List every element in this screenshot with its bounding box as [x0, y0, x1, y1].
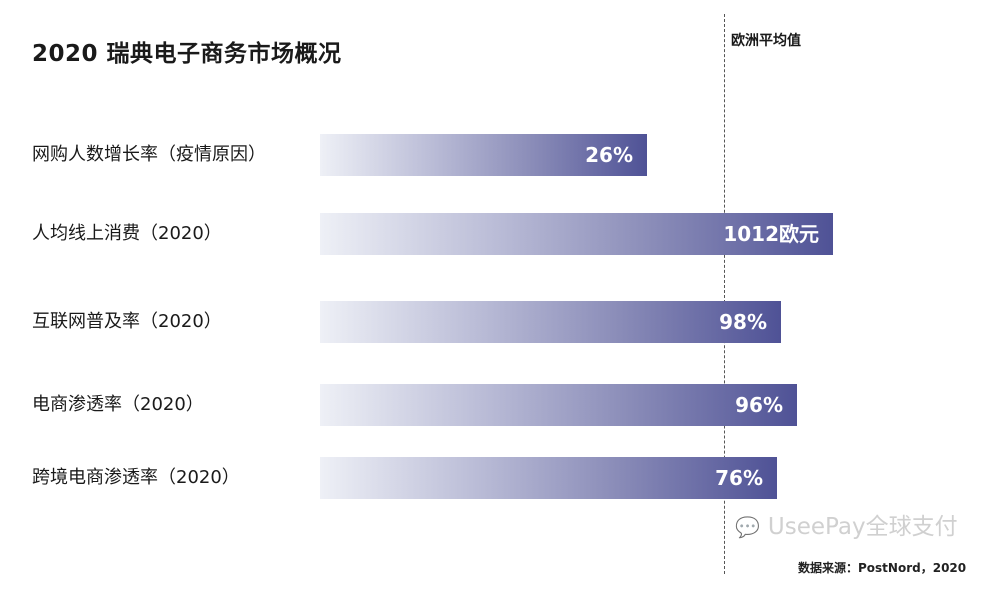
bar-value-label: 96%: [735, 393, 783, 417]
watermark-text: UseePay全球支付: [767, 514, 958, 540]
bar-value-label: 1012欧元: [723, 222, 819, 246]
bar: 76%: [320, 457, 777, 499]
category-label: 跨境电商渗透率（2020）: [32, 467, 240, 488]
bar-value-label: 98%: [719, 310, 767, 334]
category-label: 互联网普及率（2020）: [32, 311, 222, 332]
bar: 98%: [320, 301, 781, 343]
chart-title: 2020 瑞典电子商务市场概况: [32, 41, 342, 67]
source-note: 数据来源：PostNord，2020: [798, 561, 967, 575]
bar-value-label: 76%: [715, 466, 763, 490]
eu-average-label: 欧洲平均值: [731, 33, 801, 49]
category-label: 电商渗透率（2020）: [32, 394, 204, 415]
watermark: 💬 UseePay全球支付: [735, 512, 958, 542]
eu-average-line: [724, 14, 725, 574]
category-label: 人均线上消费（2020）: [32, 223, 222, 244]
bar: 26%: [320, 134, 647, 176]
bar-value-label: 26%: [585, 143, 633, 167]
bar: 96%: [320, 384, 797, 426]
wechat-icon: 💬: [735, 515, 760, 539]
bar: 1012欧元: [320, 213, 833, 255]
category-label: 网购人数增长率（疫情原因）: [32, 144, 266, 165]
